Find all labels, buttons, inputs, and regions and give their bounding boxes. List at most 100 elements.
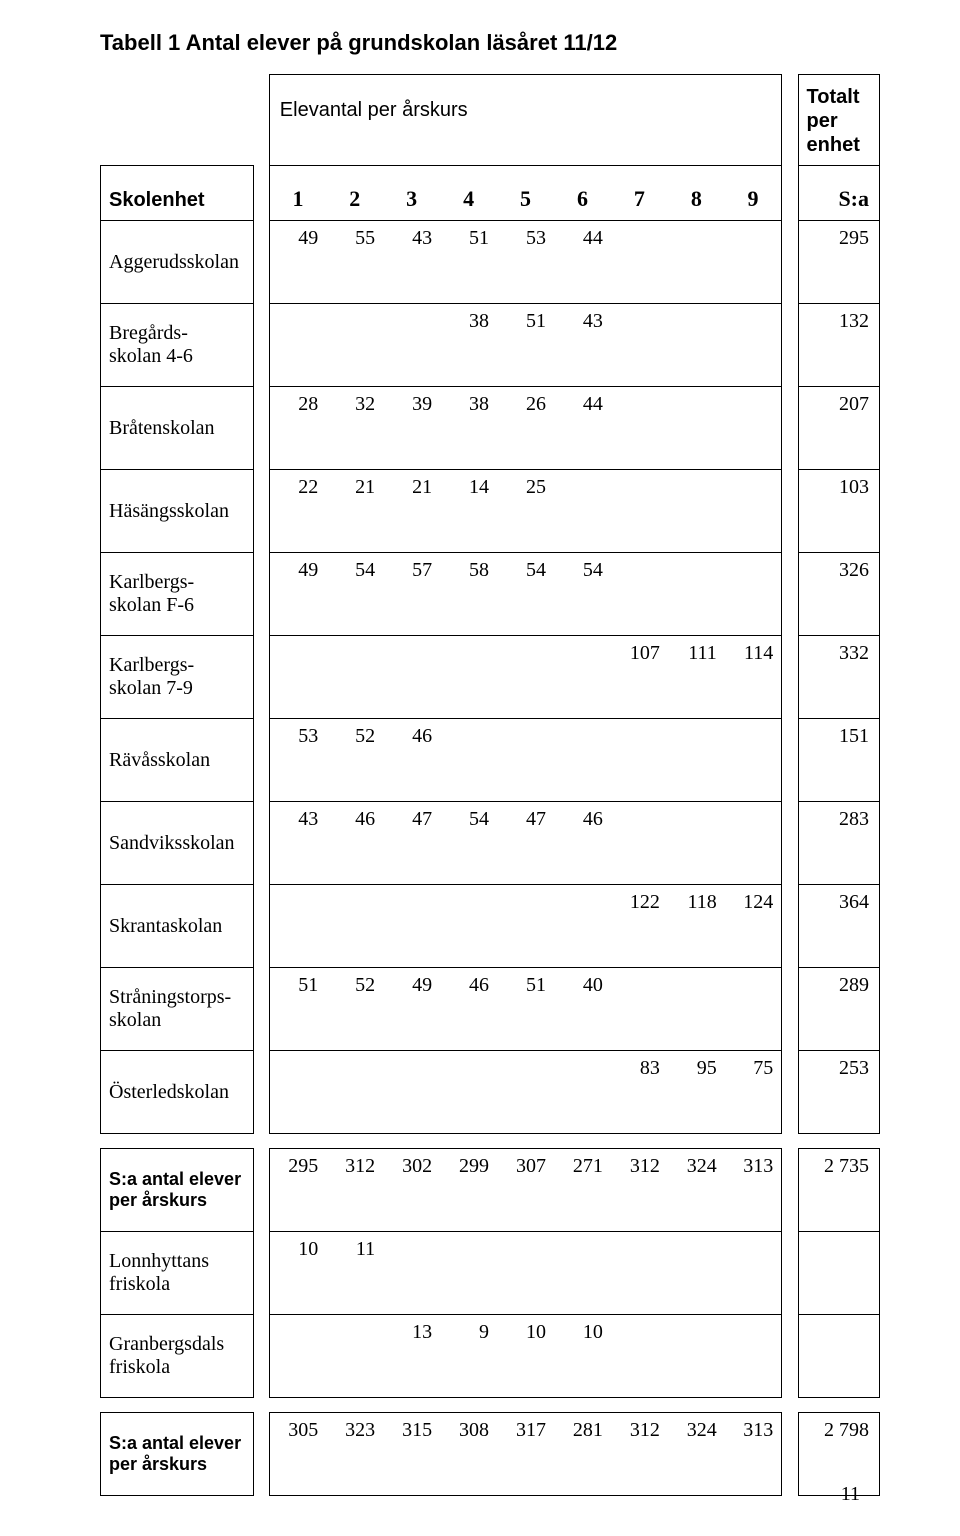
col-7: 7 xyxy=(611,166,668,221)
table-row-6-c3: 46 xyxy=(383,719,440,802)
table-row-8-c9: 124 xyxy=(725,885,782,968)
extra-row-0-c7 xyxy=(611,1232,668,1315)
table-row-5-c9: 114 xyxy=(725,636,782,719)
table-row-5-c3 xyxy=(383,636,440,719)
extra-row-1-label: Granbergsdalsfriskola xyxy=(101,1315,254,1398)
table-row-4-c4: 58 xyxy=(440,553,497,636)
table-row-1-label: Bregårds-skolan 4-6 xyxy=(101,304,254,387)
table-row-7-c3: 47 xyxy=(383,802,440,885)
col-2: 2 xyxy=(326,166,383,221)
extra-row-1-sa xyxy=(798,1315,879,1398)
extra-row-0-c5 xyxy=(497,1232,554,1315)
table-row-7-c9 xyxy=(725,802,782,885)
table-row-8-c8: 118 xyxy=(668,885,725,968)
table-row-0-c5: 53 xyxy=(497,221,554,304)
table-row-4-c1: 49 xyxy=(269,553,326,636)
extra-row-1-c5: 10 xyxy=(497,1315,554,1398)
col-6: 6 xyxy=(554,166,611,221)
table-row-4-c7 xyxy=(611,553,668,636)
header-totalt-line2: enhet xyxy=(807,134,860,156)
table-row-2-sa: 207 xyxy=(798,387,879,470)
extra-row-1-c2 xyxy=(326,1315,383,1398)
sum-row-1-c4: 299 xyxy=(440,1149,497,1232)
table-row-2-c4: 38 xyxy=(440,387,497,470)
extra-row-1-c7 xyxy=(611,1315,668,1398)
table-row-3: Häsängsskolan2221211425103 xyxy=(101,470,880,553)
table-row-4-c8 xyxy=(668,553,725,636)
table-row-5-c4 xyxy=(440,636,497,719)
table-row-4-c6: 54 xyxy=(554,553,611,636)
table-row-6-label: Rävåsskolan xyxy=(101,719,254,802)
table-row-3-c5: 25 xyxy=(497,470,554,553)
table-row-6-c5 xyxy=(497,719,554,802)
table-row-9-c5: 51 xyxy=(497,968,554,1051)
table-row-5: Karlbergs-skolan 7-9107111114332 xyxy=(101,636,880,719)
table-row-9-c6: 40 xyxy=(554,968,611,1051)
header-totalt: Totalt per enhet xyxy=(798,75,879,166)
table-row-2-c2: 32 xyxy=(326,387,383,470)
extra-row-1-c4: 9 xyxy=(440,1315,497,1398)
table-row-5-c7: 107 xyxy=(611,636,668,719)
table-row-10-c9: 75 xyxy=(725,1051,782,1134)
table-row-8-c3 xyxy=(383,885,440,968)
col-8: 8 xyxy=(668,166,725,221)
table-row-9-c2: 52 xyxy=(326,968,383,1051)
extra-row-1-c1 xyxy=(269,1315,326,1398)
table-row-10-c8: 95 xyxy=(668,1051,725,1134)
table-row-3-c4: 14 xyxy=(440,470,497,553)
table-row-6-c4 xyxy=(440,719,497,802)
extra-row-0-c1: 10 xyxy=(269,1232,326,1315)
col-9: 9 xyxy=(725,166,782,221)
sum-row-2-c8: 324 xyxy=(668,1413,725,1496)
table-row-5-c1 xyxy=(269,636,326,719)
sum-row-1-c7: 312 xyxy=(611,1149,668,1232)
sum-row-2-c6: 281 xyxy=(554,1413,611,1496)
sum-row-1-sa: 2 735 xyxy=(798,1149,879,1232)
sum-row-1-label: S:a antal eleverper årskurs xyxy=(101,1149,254,1232)
table-row-9-c4: 46 xyxy=(440,968,497,1051)
table-row-2-c9 xyxy=(725,387,782,470)
table-row-8-c6 xyxy=(554,885,611,968)
col-3: 3 xyxy=(383,166,440,221)
table-row-5-c8: 111 xyxy=(668,636,725,719)
table-row-7-c8 xyxy=(668,802,725,885)
table-row-2-c7 xyxy=(611,387,668,470)
extra-row-0-c2: 11 xyxy=(326,1232,383,1315)
table-row-2-c1: 28 xyxy=(269,387,326,470)
table-row-4-c5: 54 xyxy=(497,553,554,636)
table-row-7: Sandviksskolan434647544746283 xyxy=(101,802,880,885)
table-row-4-label: Karlbergs-skolan F-6 xyxy=(101,553,254,636)
extra-row-1-c6: 10 xyxy=(554,1315,611,1398)
extra-row-1-c3: 13 xyxy=(383,1315,440,1398)
table-row-8-c1 xyxy=(269,885,326,968)
table-row-4-c9 xyxy=(725,553,782,636)
header-row-cols: Skolenhet 1 2 3 4 5 6 7 8 9 S:a xyxy=(101,166,880,221)
table-row-8: Skrantaskolan122118124364 xyxy=(101,885,880,968)
sum-row-2-c1: 305 xyxy=(269,1413,326,1496)
table-row-1-c8 xyxy=(668,304,725,387)
table-row-6-c1: 53 xyxy=(269,719,326,802)
table-row-9-c8 xyxy=(668,968,725,1051)
table-row-10-c4 xyxy=(440,1051,497,1134)
table-row-8-c2 xyxy=(326,885,383,968)
table-row-6-sa: 151 xyxy=(798,719,879,802)
extra-row-0-c4 xyxy=(440,1232,497,1315)
table-row-5-label: Karlbergs-skolan 7-9 xyxy=(101,636,254,719)
table-row-1-c5: 51 xyxy=(497,304,554,387)
table-row-4-sa: 326 xyxy=(798,553,879,636)
extra-row-0-c3 xyxy=(383,1232,440,1315)
sum-row-2-label: S:a antal eleverper årskurs xyxy=(101,1413,254,1496)
table-row-3-c6 xyxy=(554,470,611,553)
table-row-2-c3: 39 xyxy=(383,387,440,470)
table-row-9-c1: 51 xyxy=(269,968,326,1051)
table-row-6-c8 xyxy=(668,719,725,802)
table-row-10-c7: 83 xyxy=(611,1051,668,1134)
sum-row-1-c1: 295 xyxy=(269,1149,326,1232)
header-elevantal: Elevantal per årskurs xyxy=(269,75,781,166)
table-row-0-c7 xyxy=(611,221,668,304)
table-row-7-c7 xyxy=(611,802,668,885)
table-row-4-c2: 54 xyxy=(326,553,383,636)
table-row-1-c4: 38 xyxy=(440,304,497,387)
col-sa: S:a xyxy=(798,166,879,221)
sum-row-1-c6: 271 xyxy=(554,1149,611,1232)
